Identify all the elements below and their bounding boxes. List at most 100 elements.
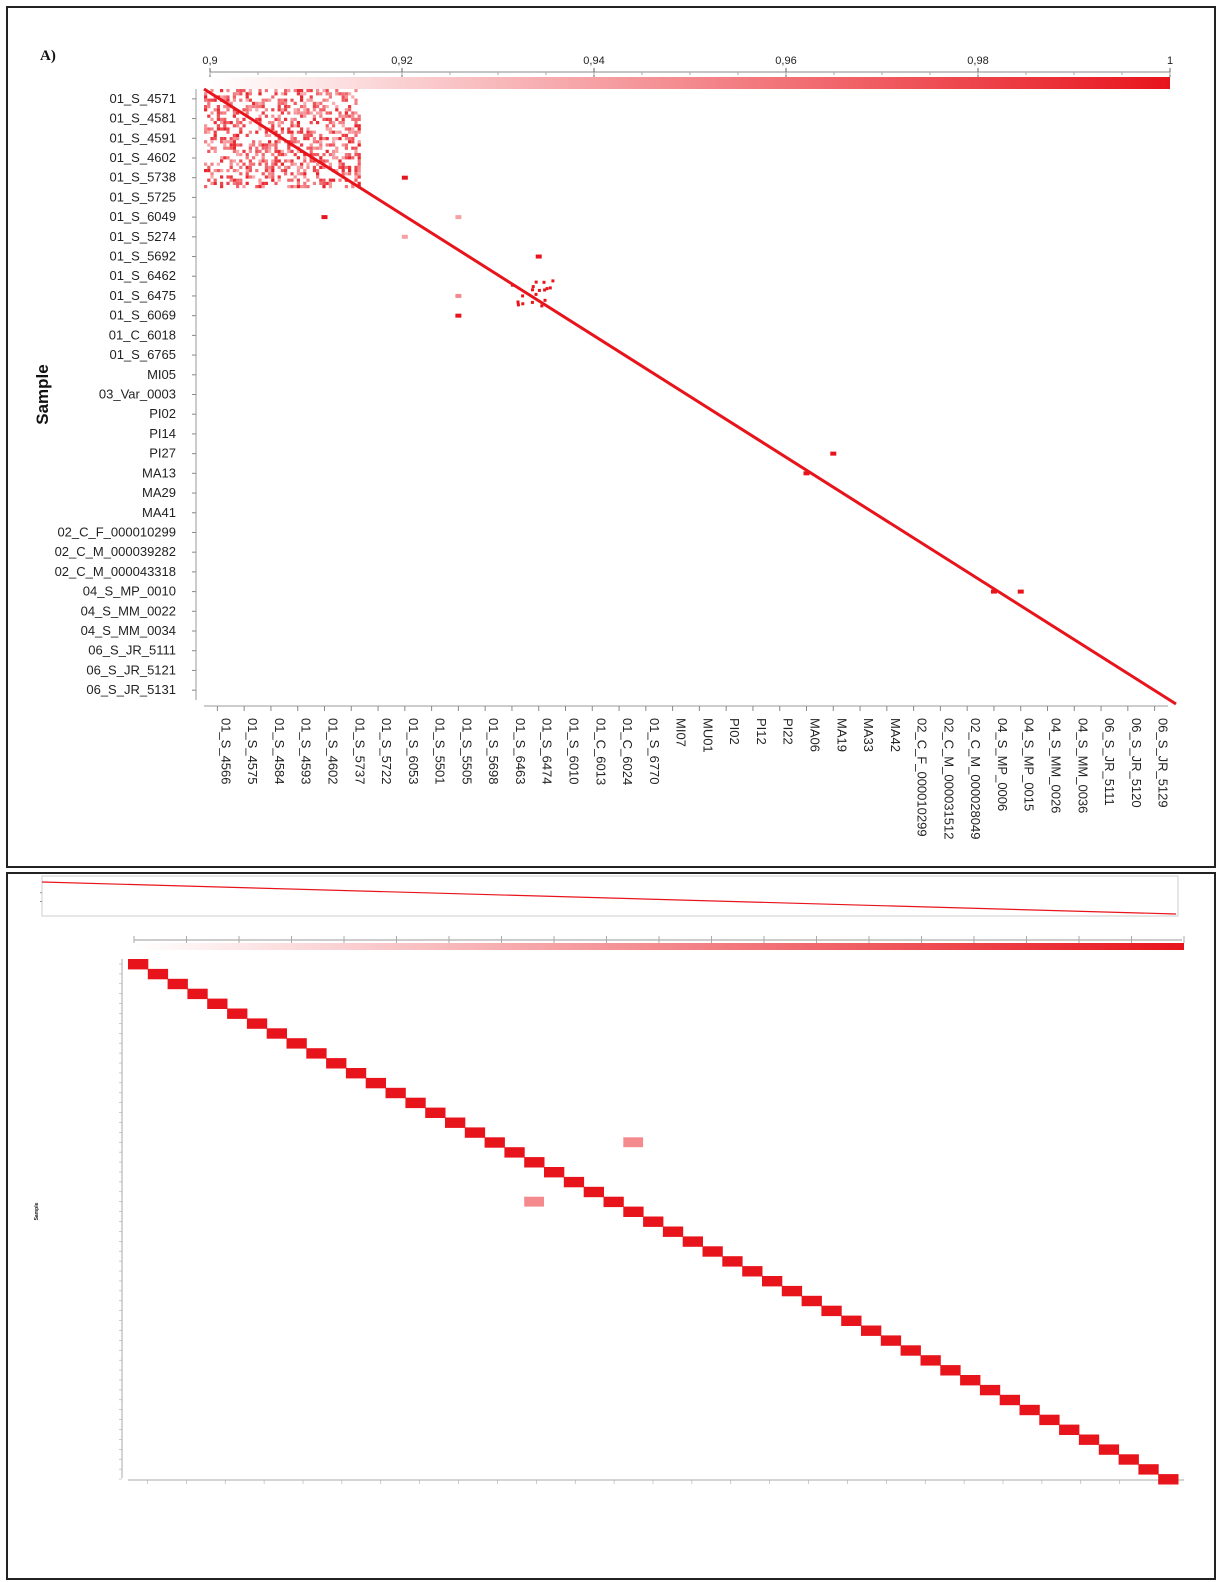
- block-cell: [258, 185, 262, 189]
- block-cell: [354, 149, 358, 153]
- y-tick-label: MA29: [142, 485, 176, 500]
- block-cell: [303, 92, 307, 96]
- x-tick-label: 01_S_6474: [540, 718, 555, 785]
- block-cell: [264, 165, 268, 169]
- block-cell: [316, 146, 320, 150]
- block-cell: [268, 133, 272, 137]
- diagonal-cell: [920, 1355, 941, 1366]
- block-cell: [229, 165, 233, 169]
- block-cell: [223, 143, 227, 147]
- block-cell: [354, 133, 358, 137]
- cluster-cell: [521, 294, 525, 298]
- block-cell: [300, 89, 304, 93]
- y-tick-label: 02_C_M_000043318: [55, 564, 176, 579]
- diagonal-cell: [425, 1107, 446, 1118]
- block-cell: [293, 162, 297, 166]
- block-cell: [332, 121, 336, 125]
- block-cell: [300, 92, 304, 96]
- block-cell: [293, 101, 297, 105]
- y-tick-label: 04_S_MM_0034: [81, 623, 176, 638]
- y-axis-title: Sample: [34, 1202, 40, 1220]
- block-cell: [335, 146, 339, 150]
- block-cell: [300, 143, 304, 147]
- block-cell: [287, 89, 291, 93]
- off-diagonal-cell: [535, 254, 542, 259]
- cluster-cell: [530, 300, 534, 304]
- block-cell: [277, 114, 281, 118]
- block-cell: [306, 89, 310, 93]
- block-cell: [255, 117, 259, 121]
- diagonal-cell: [246, 1018, 268, 1029]
- block-cell: [280, 121, 284, 125]
- block-cell: [293, 108, 297, 112]
- block-cell: [277, 175, 281, 179]
- cluster-cell: [545, 287, 549, 291]
- block-cell: [220, 156, 224, 160]
- x-tick-label: 06_S_JR_5111: [1102, 718, 1117, 806]
- block-cell: [271, 95, 275, 99]
- off-diagonal-cell: [321, 215, 328, 220]
- diagonal-cell: [266, 1028, 287, 1039]
- block-cell: [316, 92, 320, 96]
- block-cell: [232, 124, 236, 128]
- block-cell: [296, 156, 300, 160]
- block-cell: [232, 111, 236, 115]
- block-cell: [261, 146, 265, 150]
- block-cell: [213, 149, 217, 153]
- block-cell: [328, 162, 332, 166]
- block-cell: [328, 95, 332, 99]
- block-cell: [264, 130, 268, 134]
- x-tick-label: 01_S_6770: [647, 718, 662, 785]
- block-cell: [335, 89, 339, 93]
- block-cell: [248, 169, 252, 173]
- block-cell: [280, 127, 284, 131]
- block-cell: [319, 101, 323, 105]
- block-cell: [277, 117, 281, 121]
- block-cell: [258, 143, 262, 147]
- block-cell: [319, 178, 323, 182]
- overview-diagonal: [41, 881, 1177, 915]
- block-cell: [252, 105, 256, 109]
- block-cell: [351, 137, 355, 141]
- diagonal-cell: [702, 1246, 723, 1257]
- color-bar-tick-label: 1: [1167, 55, 1173, 67]
- x-tick-label: 01_S_5505: [459, 718, 474, 785]
- block-cell: [277, 140, 281, 144]
- block-cell: [213, 181, 217, 185]
- block-cell: [248, 162, 252, 166]
- block-cell: [351, 140, 355, 144]
- y-tick-label: 01_S_5725: [109, 189, 176, 204]
- block-cell: [248, 105, 252, 109]
- block-cell: [284, 105, 288, 109]
- block-cell: [242, 149, 246, 153]
- block-cell: [303, 181, 307, 185]
- block-cell: [354, 124, 358, 128]
- block-cell: [242, 117, 246, 121]
- block-cell: [325, 92, 329, 96]
- block-cell: [341, 92, 345, 96]
- block-cell: [319, 111, 323, 115]
- diagonal-cell: [682, 1236, 703, 1247]
- block-cell: [306, 146, 310, 150]
- block-cell: [344, 172, 348, 176]
- block-cell: [354, 172, 358, 176]
- cluster-cells: [510, 279, 555, 308]
- block-cell: [284, 108, 288, 112]
- block-cell: [351, 156, 355, 160]
- block-cell: [258, 117, 262, 121]
- block-cell: [236, 121, 240, 125]
- block-cell: [271, 159, 275, 163]
- block-cell: [204, 130, 208, 134]
- block-cell: [296, 169, 300, 173]
- block-cell: [296, 130, 300, 134]
- block-cell: [322, 89, 326, 93]
- block-cell: [268, 165, 272, 169]
- cluster-cell: [537, 288, 541, 292]
- block-cell: [287, 178, 291, 182]
- block-cell: [354, 153, 358, 157]
- diagonal-cell: [1039, 1414, 1060, 1426]
- panel-b: B) Sample: [6, 872, 1216, 1580]
- block-cell: [338, 162, 342, 166]
- block-cell: [207, 105, 211, 109]
- block-cell: [258, 162, 262, 166]
